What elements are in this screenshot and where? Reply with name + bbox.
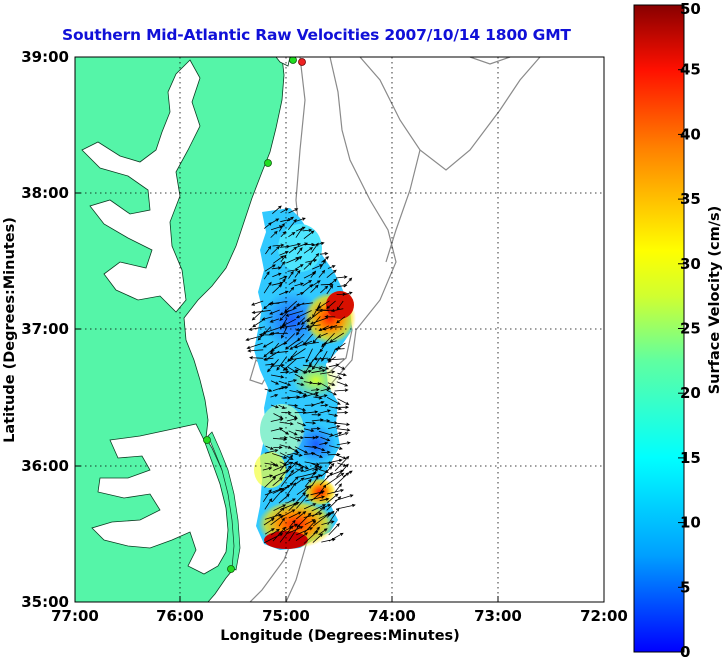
colorbar-tick-label: 5	[680, 578, 690, 596]
velocity-arrows	[245, 205, 356, 544]
colorbar-tick-label: 30	[680, 255, 701, 273]
x-tick-label: 76:00	[156, 607, 204, 625]
colorbar-tick-label: 25	[680, 320, 701, 338]
colorbar-tick-label: 50	[680, 0, 701, 18]
x-tick-label: 72:00	[580, 607, 628, 625]
y-tick-label: 38:00	[21, 184, 69, 202]
colorbar-tick-label: 0	[680, 643, 690, 659]
radar-station-marker	[264, 159, 272, 167]
x-tick-label: 75:00	[262, 607, 310, 625]
y-axis-ticks: 39:00 38:00 37:00 36:00 35:00	[21, 48, 69, 611]
radar-station-marker	[227, 565, 235, 573]
colorbar-tick-label: 35	[680, 190, 701, 208]
colorbar-tick-label: 10	[680, 514, 701, 532]
velocity-vectors	[245, 205, 356, 544]
radar-station-marker	[289, 57, 297, 64]
radar-station-marker	[298, 58, 306, 66]
y-tick-label: 35:00	[21, 593, 69, 611]
x-tick-label: 74:00	[368, 607, 416, 625]
x-axis-ticks: 77:00 76:00 75:00 74:00 73:00 72:00	[51, 607, 628, 625]
colorbar-ticks: 0 5 10 15 20 25 30 35 40 45 50	[680, 0, 701, 659]
x-tick-label: 77:00	[51, 607, 99, 625]
grid-lines	[75, 57, 604, 602]
x-tick-label: 73:00	[474, 607, 522, 625]
x-axis-label: Longitude (Degrees:Minutes)	[220, 628, 460, 644]
colorbar-label: Surface Velocity (cm/s)	[707, 206, 723, 395]
map-title: Southern Mid-Atlantic Raw Velocities 200…	[62, 26, 571, 44]
radar-station-marker	[203, 436, 211, 444]
colorbar-tick-label: 40	[680, 125, 701, 143]
pamlico-sound	[91, 423, 229, 575]
colorbar-tick-label: 20	[680, 384, 701, 402]
colorbar-tick-label: 45	[680, 61, 701, 79]
y-tick-label: 36:00	[21, 457, 69, 475]
y-axis-label: Latitude (Degrees:Minutes)	[2, 217, 18, 443]
colorbar-tick-label: 15	[680, 449, 701, 467]
chesapeake-bay	[81, 59, 201, 313]
y-tick-label: 37:00	[21, 320, 69, 338]
colorbar	[633, 4, 685, 653]
y-tick-label: 39:00	[21, 48, 69, 66]
